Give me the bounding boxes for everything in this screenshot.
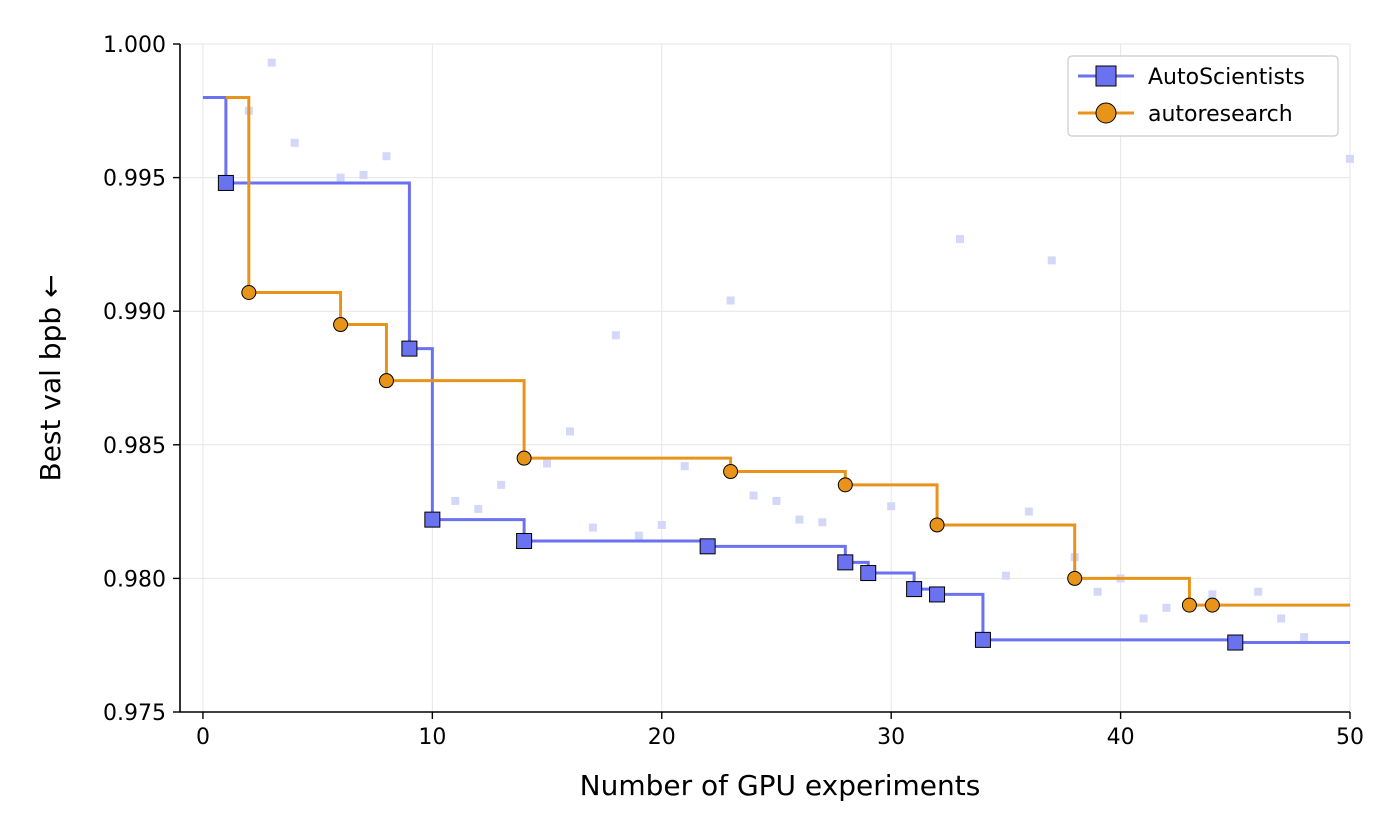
x-axis-label: Number of GPU experiments — [580, 769, 981, 802]
trial-point-31 — [1208, 590, 1217, 599]
series-0-marker-4 — [699, 538, 716, 555]
series-0-marker-1 — [401, 340, 418, 357]
series-1-marker-9 — [1204, 597, 1220, 613]
y-tick-label-2: 0.985 — [103, 434, 166, 459]
trial-point-8 — [497, 480, 506, 489]
legend-label-1: autoresearch — [1148, 102, 1293, 127]
series-0-marker-6 — [860, 565, 877, 582]
series-layer — [202, 95, 1350, 651]
trial-point-22 — [956, 235, 964, 244]
legend-entry-1: autoresearch — [1078, 102, 1293, 127]
ticks: 0 10 20 30 40 50 0.975 0.980 0.985 0.990 0.995 1.00… — [103, 33, 1364, 750]
trial-point-20 — [818, 518, 827, 527]
series-0-marker-9 — [974, 631, 991, 648]
grid-lines — [180, 43, 1351, 713]
x-tick-label-1: 10 — [418, 725, 446, 750]
series-0-marker-0 — [217, 174, 234, 191]
trial-point-17 — [749, 491, 758, 500]
series-1-marker-2 — [378, 373, 394, 389]
x-tick-label-3: 30 — [877, 725, 905, 750]
trial-point-35 — [1346, 154, 1354, 163]
y-tick-label-0: 0.975 — [103, 701, 166, 726]
series-line-0 — [202, 95, 1350, 645]
y-tick-label-3: 0.990 — [103, 300, 166, 325]
trial-point-18 — [772, 496, 781, 505]
legend-marker-1 — [1095, 102, 1117, 124]
legend-frame — [1067, 55, 1339, 137]
series-0-marker-8 — [929, 586, 946, 603]
series-line-1 — [225, 95, 1350, 607]
series-1-marker-5 — [837, 477, 853, 493]
trial-point-27 — [1093, 587, 1102, 596]
x-tick-label-0: 0 — [196, 725, 210, 750]
trial-point-12 — [611, 331, 620, 340]
individual-trial-points — [244, 58, 1354, 642]
y-tick-label-1: 0.980 — [103, 567, 166, 592]
trial-point-9 — [543, 459, 552, 468]
series-1-marker-0 — [241, 284, 257, 300]
trial-point-7 — [474, 504, 483, 513]
x-tick-label-5: 50 — [1336, 725, 1364, 750]
trial-point-34 — [1300, 633, 1309, 642]
trial-point-1 — [267, 58, 276, 67]
trial-point-19 — [795, 515, 804, 524]
x-tick-label-4: 40 — [1107, 725, 1135, 750]
trial-point-13 — [634, 531, 643, 540]
series-0-marker-10 — [1227, 634, 1244, 651]
trial-point-4 — [359, 170, 368, 179]
trial-point-14 — [657, 520, 666, 529]
legend-label-0: AutoScientists — [1148, 65, 1305, 90]
series-0-marker-7 — [906, 581, 923, 598]
trial-point-3 — [336, 173, 345, 182]
trial-point-30 — [1162, 603, 1171, 612]
series-1-marker-1 — [333, 317, 349, 333]
trial-point-32 — [1254, 587, 1263, 596]
trial-point-6 — [451, 496, 460, 505]
series-0-marker-5 — [837, 554, 854, 571]
series-1-marker-6 — [929, 517, 945, 533]
trial-point-11 — [588, 523, 597, 532]
legend-entry-0: AutoScientists — [1078, 65, 1305, 90]
trial-point-2 — [290, 138, 299, 147]
trial-point-23 — [1001, 571, 1010, 580]
x-tick-label-2: 20 — [648, 725, 676, 750]
axes — [179, 44, 1350, 713]
series-0-marker-3 — [516, 532, 533, 549]
series-1-marker-8 — [1181, 597, 1197, 613]
series-1-marker-7 — [1067, 570, 1083, 586]
series-1-marker-3 — [516, 450, 532, 466]
trial-point-33 — [1277, 614, 1286, 623]
y-axis-label: Best val bpb ← — [34, 275, 67, 482]
trial-point-21 — [887, 502, 896, 511]
trial-point-29 — [1139, 614, 1148, 623]
trial-point-5 — [382, 152, 391, 161]
series-0-marker-2 — [424, 511, 441, 528]
y-tick-label-4: 0.995 — [103, 167, 166, 192]
trial-point-25 — [1047, 256, 1056, 265]
trial-point-15 — [680, 462, 689, 471]
trial-point-16 — [726, 296, 735, 305]
trial-point-10 — [566, 427, 574, 436]
legend: AutoScientists autoresearch — [1067, 55, 1339, 137]
series-1-marker-4 — [723, 464, 739, 480]
legend-marker-0 — [1095, 65, 1117, 87]
trial-point-24 — [1024, 507, 1033, 516]
y-tick-label-5: 1.000 — [103, 33, 166, 58]
